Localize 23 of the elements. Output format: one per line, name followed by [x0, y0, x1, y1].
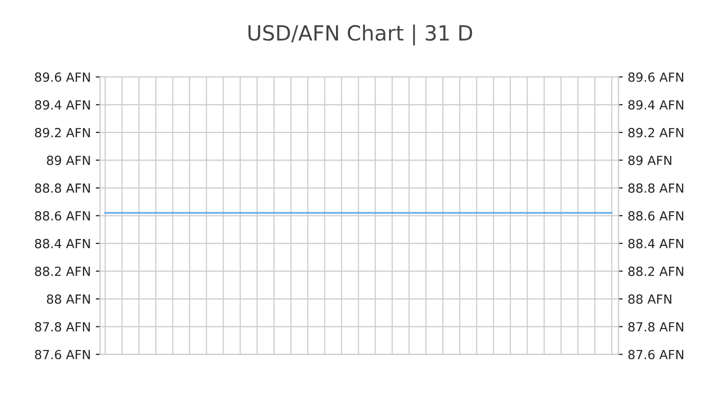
- y-tick-label: 88.4 AFN: [35, 238, 90, 248]
- y2-tick-label: 89.4 AFN: [628, 100, 684, 110]
- y2-tick-label: 89.2 AFN: [628, 128, 684, 138]
- y-tick-label: 88.8 AFN: [35, 183, 90, 193]
- y-tick-label: 88.6 AFN: [35, 211, 90, 221]
- y2-tick-label: 87.8 AFN: [628, 322, 684, 332]
- y-tick-label: 88 AFN: [46, 294, 90, 304]
- y-tick-label: 89.2 AFN: [35, 128, 90, 138]
- y2-tick-label: 88 AFN: [628, 294, 672, 304]
- y-tick-label: 89.4 AFN: [35, 100, 90, 110]
- chart-title: USD/AFN Chart | 31 D: [248, 24, 472, 46]
- y-tick-label: 87.6 AFN: [35, 350, 90, 360]
- y-tick-label: 89 AFN: [46, 156, 90, 166]
- y2-tick-label: 88.6 AFN: [628, 211, 684, 221]
- y-tick-label: 89.6 AFN: [35, 72, 90, 82]
- y2-tick-label: 88.8 AFN: [628, 183, 684, 193]
- y2-tick-label: 88.2 AFN: [628, 266, 684, 276]
- y2-tick-label: 89 AFN: [628, 156, 672, 166]
- y-tick-label: 88.2 AFN: [35, 266, 90, 276]
- y2-tick-label: 87.6 AFN: [628, 350, 684, 360]
- y-tick-label: 87.8 AFN: [35, 322, 90, 332]
- y2-tick-label: 88.4 AFN: [628, 238, 684, 248]
- y2-tick-label: 89.6 AFN: [628, 72, 684, 82]
